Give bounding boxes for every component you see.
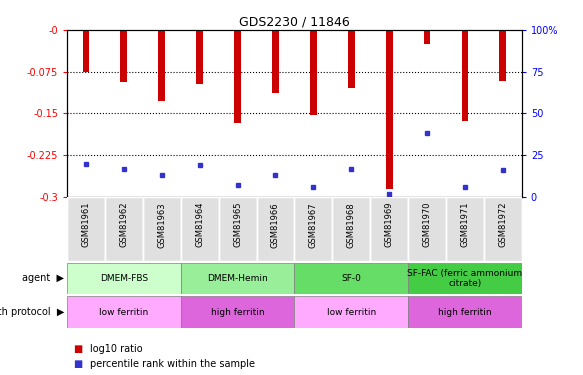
Text: GSM81961: GSM81961	[82, 202, 90, 248]
Text: SF-FAC (ferric ammonium
citrate): SF-FAC (ferric ammonium citrate)	[408, 269, 522, 288]
FancyBboxPatch shape	[332, 197, 370, 261]
Bar	[67, 262, 181, 294]
Text: log10 ratio: log10 ratio	[90, 344, 143, 354]
Bar	[310, 30, 317, 114]
FancyBboxPatch shape	[181, 197, 219, 261]
Bar	[408, 262, 522, 294]
Text: high ferritin: high ferritin	[438, 308, 491, 316]
Text: growth protocol  ▶: growth protocol ▶	[0, 307, 64, 317]
Bar	[196, 30, 203, 84]
Text: high ferritin: high ferritin	[211, 308, 264, 316]
Text: ■: ■	[73, 359, 82, 369]
Text: low ferritin: low ferritin	[99, 308, 149, 316]
FancyBboxPatch shape	[294, 197, 332, 261]
Bar	[234, 30, 241, 123]
Bar	[181, 262, 294, 294]
Text: agent  ▶: agent ▶	[22, 273, 64, 284]
FancyBboxPatch shape	[446, 197, 484, 261]
FancyBboxPatch shape	[143, 197, 181, 261]
Bar	[181, 296, 294, 328]
Text: GSM81966: GSM81966	[271, 202, 280, 248]
FancyBboxPatch shape	[408, 197, 446, 261]
FancyBboxPatch shape	[105, 197, 143, 261]
Bar	[424, 30, 430, 44]
Bar	[272, 30, 279, 93]
Bar	[500, 30, 506, 81]
Bar	[67, 296, 181, 328]
Text: GSM81972: GSM81972	[498, 202, 507, 248]
Text: percentile rank within the sample: percentile rank within the sample	[90, 359, 255, 369]
Text: GSM81967: GSM81967	[309, 202, 318, 248]
Text: GSM81962: GSM81962	[120, 202, 128, 248]
FancyBboxPatch shape	[484, 197, 522, 261]
FancyBboxPatch shape	[257, 197, 294, 261]
Bar	[294, 262, 408, 294]
FancyBboxPatch shape	[67, 197, 105, 261]
FancyBboxPatch shape	[370, 197, 408, 261]
FancyBboxPatch shape	[219, 197, 257, 261]
Text: DMEM-FBS: DMEM-FBS	[100, 274, 148, 283]
Title: GDS2230 / 11846: GDS2230 / 11846	[239, 16, 350, 29]
Text: ■: ■	[73, 344, 82, 354]
Text: GSM81965: GSM81965	[233, 202, 242, 248]
Text: GSM81969: GSM81969	[385, 202, 394, 248]
Text: DMEM-Hemin: DMEM-Hemin	[207, 274, 268, 283]
Bar	[386, 30, 392, 189]
Bar	[408, 296, 522, 328]
Text: GSM81970: GSM81970	[423, 202, 431, 248]
Text: low ferritin: low ferritin	[326, 308, 376, 316]
Bar	[83, 30, 89, 72]
Text: SF-0: SF-0	[341, 274, 361, 283]
Bar	[159, 30, 165, 101]
Bar	[121, 30, 127, 82]
Text: GSM81964: GSM81964	[195, 202, 204, 248]
Bar	[294, 296, 408, 328]
Text: GSM81963: GSM81963	[157, 202, 166, 248]
Bar	[462, 30, 468, 121]
Text: GSM81971: GSM81971	[461, 202, 469, 248]
Text: GSM81968: GSM81968	[347, 202, 356, 248]
Bar	[348, 30, 354, 88]
